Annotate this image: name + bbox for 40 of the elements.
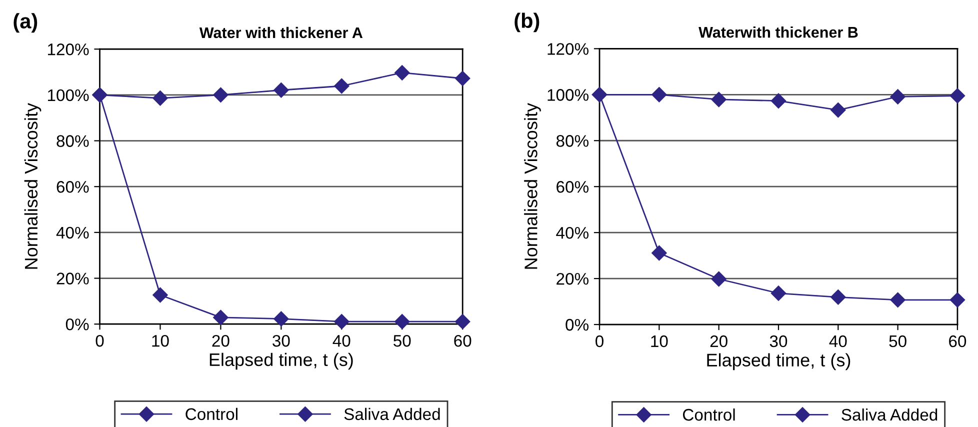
legend-label: Control (682, 408, 735, 421)
y-tick-label: 0% (566, 318, 589, 331)
x-tick-label: 60 (454, 334, 472, 347)
x-tick-label: 40 (829, 335, 847, 348)
chart-title: Waterwith thickener B (698, 26, 858, 38)
text: (b) (514, 12, 540, 32)
x-tick-label: 50 (394, 334, 411, 347)
y-tick-label: 80% (556, 135, 589, 147)
x-tick-label: 20 (710, 335, 728, 348)
y-tick-label: 20% (556, 272, 589, 285)
x-tick-label: 30 (770, 335, 788, 348)
y-tick-label: 120% (48, 44, 89, 56)
y-tick-label: 60% (556, 181, 589, 193)
y-tick-label: 120% (548, 43, 589, 55)
legend-label: Control (186, 408, 238, 420)
y-tick-label: 20% (56, 272, 89, 284)
x-tick-label: 40 (332, 334, 350, 347)
y-axis-title: Normalised Viscosity (524, 103, 541, 269)
y-tick-label: 0% (66, 318, 89, 330)
y-tick-label: 60% (56, 181, 89, 193)
x-tick-label: 50 (889, 335, 906, 348)
x-axis-title: Elapsed time, t (s) (210, 352, 353, 370)
x-axis-title: Elapsed time, t (s) (707, 353, 850, 370)
x-tick-label: 0 (96, 334, 104, 347)
legend-label: Saliva Added (344, 408, 440, 420)
y-tick-label: 40% (56, 226, 89, 239)
y-tick-label: 40% (556, 226, 589, 239)
x-tick-label: 10 (651, 335, 668, 348)
x-tick-label: 10 (152, 334, 169, 347)
x-tick-label: 60 (949, 335, 966, 348)
text: (a) (14, 13, 38, 33)
x-tick-label: 0 (596, 335, 604, 348)
x-tick-label: 20 (212, 334, 230, 347)
chart-title: Water with thickener A (199, 26, 363, 38)
x-tick-label: 30 (272, 334, 290, 347)
y-tick-label: 100% (48, 89, 89, 102)
legend-label: Saliva Added (842, 408, 938, 421)
y-tick-label: 80% (56, 135, 89, 147)
y-axis-title: Normalised Viscosity (24, 103, 42, 269)
y-tick-label: 100% (548, 89, 589, 101)
